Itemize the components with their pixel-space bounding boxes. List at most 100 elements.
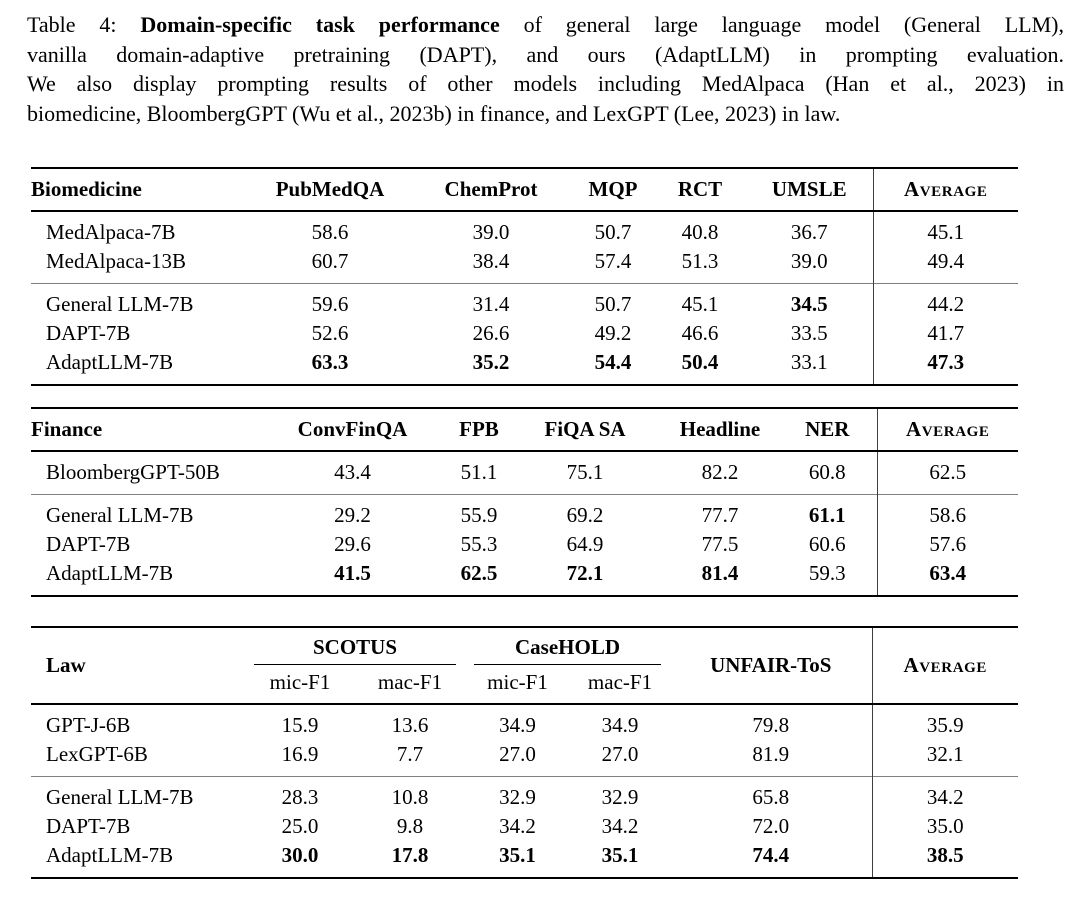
score-cell: 72.0 (752, 814, 790, 838)
score-cell: 74.4 (752, 843, 790, 867)
score-cell: 65.8 (670, 776, 872, 812)
score-cell: 10.8 (355, 776, 465, 812)
finance-data-table: Finance ConvFinQA FPB FiQA SA Headline NER Ave… (31, 407, 1018, 597)
biomedicine-data-table: Biomedicine PubMedQA ChemProt MQP RCT UMSLE Av… (31, 167, 1018, 386)
score-cell: 52.6 (311, 321, 349, 345)
score-cell: 27.0 (499, 742, 536, 766)
score-cell: 33.5 (790, 321, 828, 345)
score-cell: 16.9 (281, 742, 319, 766)
law-table: Law SCOTUS CaseHOLD UNFAIR-ToS Average mic-F1… (31, 626, 1018, 879)
subcolumn-header: mic-F1 (245, 665, 355, 705)
column-group-header: CaseHOLD (465, 627, 670, 665)
score-cell: 64.9 (566, 532, 604, 556)
caption-text: vanilla domain-adaptive pretraining (DAP… (27, 41, 1064, 67)
score-cell: 51.3 (681, 249, 719, 273)
average-column-header: Average (872, 168, 1018, 212)
header-row: Biomedicine PubMedQA ChemProt MQP RCT UMSLE Av… (31, 168, 1018, 212)
score-cell: 59.3 (808, 561, 846, 585)
caption-text: Table 4: (27, 12, 141, 37)
model-name-cell: General LLM-7B (31, 776, 245, 812)
score-cell: 30.0 (281, 843, 319, 867)
column-header: RCT (654, 168, 746, 212)
average-cell: 38.5 (871, 841, 1018, 878)
score-cell: 50.7 (594, 220, 632, 244)
score-cell: 25.0 (281, 814, 319, 838)
table-row: BloombergGPT-50B 43.4 51.1 75.1 82.2 60.8 62.5 (31, 451, 1018, 495)
score-cell: 32.9 (465, 776, 570, 812)
score-cell: 57.4 (594, 249, 632, 273)
average-column-header: Average (871, 627, 1018, 705)
score-cell: 7.7 (396, 742, 424, 766)
score-cell: 59.6 (250, 283, 410, 319)
model-name-cell: DAPT-7B (46, 814, 131, 838)
finance-table: Finance ConvFinQA FPB FiQA SA Headline NER Ave… (31, 407, 1018, 597)
subcolumn-header: mac-F1 (570, 665, 670, 705)
score-cell: 39.0 (472, 220, 510, 244)
caption-line: biomedicine, BloombergGPT (Wu et al., 20… (27, 99, 1064, 129)
column-group-label: SCOTUS (254, 628, 456, 665)
score-cell: 62.5 (460, 561, 498, 585)
score-cell: 79.8 (752, 713, 790, 737)
average-cell: 63.4 (876, 559, 1018, 596)
average-cell: 41.7 (872, 319, 1018, 348)
table-row: AdaptLLM-7B 41.5 62.5 72.1 81.4 59.3 63.4 (31, 559, 1018, 596)
score-cell: 77.5 (701, 532, 739, 556)
score-cell: 26.6 (472, 321, 510, 345)
model-name-cell: MedAlpaca-13B (46, 249, 186, 273)
column-header: MQP (572, 168, 654, 212)
score-cell: 15.9 (281, 713, 319, 737)
score-cell: 72.1 (566, 561, 604, 585)
table-row: General LLM-7B 29.2 55.9 69.2 77.7 61.1 58.6 (31, 494, 1018, 530)
score-cell: 51.1 (460, 460, 498, 484)
table-caption: Table 4: Domain-specific task performanc… (27, 10, 1064, 128)
column-header: ChemProt (410, 168, 572, 212)
score-cell: 75.1 (566, 460, 604, 484)
column-header: FPB (450, 408, 508, 452)
average-cell: 47.3 (872, 348, 1018, 385)
column-header: ConvFinQA (255, 408, 450, 452)
average-cell: 49.4 (872, 247, 1018, 284)
average-cell: 57.6 (876, 530, 1018, 559)
score-cell: 46.6 (681, 321, 719, 345)
column-group-label: CaseHOLD (474, 628, 661, 665)
score-cell: 36.7 (790, 220, 828, 244)
table-row: DAPT-7B 52.6 26.6 49.2 46.6 33.5 41.7 (31, 319, 1018, 348)
table-row: GPT-J-6B 15.9 13.6 34.9 34.9 79.8 35.9 (31, 704, 1018, 740)
model-name-cell: LexGPT-6B (46, 742, 148, 766)
column-header: Headline (662, 408, 778, 452)
caption-line: vanilla domain-adaptive pretraining (DAP… (27, 40, 1064, 70)
table-row: General LLM-7B 28.3 10.8 32.9 32.9 65.8 34.2 (31, 776, 1018, 812)
average-cell: 34.2 (871, 776, 1018, 812)
model-name-cell: DAPT-7B (46, 532, 131, 556)
model-name-cell: DAPT-7B (46, 321, 131, 345)
model-name-cell: AdaptLLM-7B (46, 843, 174, 867)
score-cell: 58.6 (311, 220, 349, 244)
column-group-header: SCOTUS (245, 627, 465, 665)
score-cell: 31.4 (410, 283, 572, 319)
average-cell: 35.0 (871, 812, 1018, 841)
subcolumn-header: mac-F1 (355, 665, 465, 705)
average-column-header: Average (876, 408, 1018, 452)
column-header: NER (778, 408, 877, 452)
table-row: DAPT-7B 29.6 55.3 64.9 77.5 60.6 57.6 (31, 530, 1018, 559)
model-name-cell: BloombergGPT-50B (46, 460, 220, 484)
score-cell: 34.5 (746, 283, 873, 319)
score-cell: 17.8 (391, 843, 429, 867)
score-cell: 60.8 (808, 460, 846, 484)
score-cell: 49.2 (594, 321, 632, 345)
score-cell: 34.9 (499, 713, 536, 737)
header-row: Finance ConvFinQA FPB FiQA SA Headline NER Ave… (31, 408, 1018, 452)
column-header: PubMedQA (250, 168, 410, 212)
score-cell: 60.7 (311, 249, 349, 273)
caption-text: We also display prompting results of oth… (27, 71, 1064, 96)
model-name-cell: AdaptLLM-7B (46, 561, 174, 585)
score-cell: 50.4 (681, 350, 719, 374)
average-cell: 62.5 (876, 451, 1018, 495)
table-row: AdaptLLM-7B 63.3 35.2 54.4 50.4 33.1 47.3 (31, 348, 1018, 385)
score-cell: 34.9 (601, 713, 639, 737)
average-cell: 35.9 (871, 704, 1018, 740)
score-cell: 63.3 (311, 350, 349, 374)
score-cell: 27.0 (601, 742, 639, 766)
score-cell: 34.2 (601, 814, 639, 838)
